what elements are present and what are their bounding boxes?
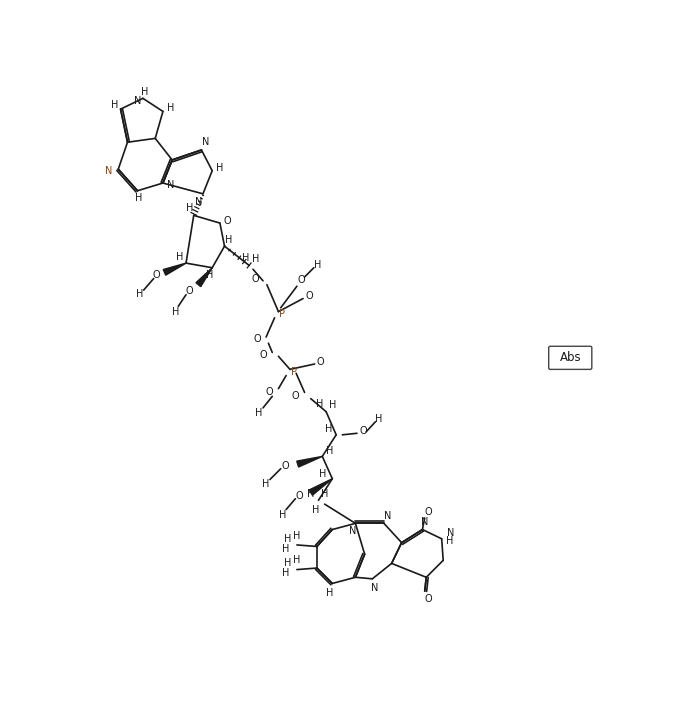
Text: H: H [172,308,179,318]
Text: O: O [317,357,324,367]
Text: O: O [425,594,432,604]
Text: N: N [196,196,203,206]
Text: O: O [298,275,305,285]
Text: H: H [241,253,249,263]
Text: N: N [384,510,392,521]
Text: H: H [279,510,286,520]
Text: N: N [349,526,357,536]
Text: N: N [202,137,209,147]
Text: O: O [296,491,303,501]
Text: H: H [284,558,292,568]
Text: O: O [224,215,231,226]
Text: H: H [263,479,270,489]
Text: O: O [281,460,289,471]
Text: H: H [167,103,174,113]
Text: P: P [291,367,297,377]
Text: H: H [252,254,259,264]
Text: O: O [292,391,299,401]
Text: Abs: Abs [560,351,581,365]
Text: N: N [421,517,429,527]
Text: H: H [320,469,327,479]
Text: H: H [135,194,143,203]
Text: O: O [259,350,267,360]
Text: H: H [136,289,143,299]
Text: O: O [153,270,161,280]
Text: H: H [324,425,332,434]
Text: H: H [283,543,289,554]
Text: O: O [185,286,193,296]
Text: H: H [141,87,148,97]
Text: O: O [425,507,432,517]
Text: H: H [186,203,193,213]
Polygon shape [163,263,186,275]
Polygon shape [309,479,332,495]
FancyBboxPatch shape [549,346,592,370]
Text: H: H [446,536,453,546]
Text: H: H [314,260,321,270]
Text: N: N [104,165,112,176]
Text: H: H [216,163,224,172]
Polygon shape [297,456,322,467]
Text: O: O [252,275,259,284]
Text: N: N [371,583,379,593]
Text: H: H [327,588,333,598]
Text: O: O [253,334,261,344]
Text: O: O [359,426,367,436]
Text: H: H [321,489,329,499]
Text: H: H [316,399,324,409]
Text: H: H [307,489,314,499]
Text: O: O [265,387,273,398]
Text: H: H [327,446,333,456]
Polygon shape [196,268,212,287]
Text: H: H [293,531,300,541]
Text: N: N [167,180,174,190]
Text: H: H [284,534,292,543]
Text: N: N [447,527,455,538]
Text: H: H [283,568,289,579]
Text: N: N [134,96,141,106]
Text: H: H [225,235,232,245]
Text: H: H [329,400,336,410]
Text: H: H [375,415,382,425]
Text: H: H [176,252,184,262]
Text: H: H [110,99,118,110]
Text: H: H [255,408,263,418]
Text: O: O [305,291,313,301]
Text: H: H [312,505,320,515]
Text: P: P [279,309,285,319]
Text: H: H [293,555,300,565]
Text: H: H [206,270,213,280]
